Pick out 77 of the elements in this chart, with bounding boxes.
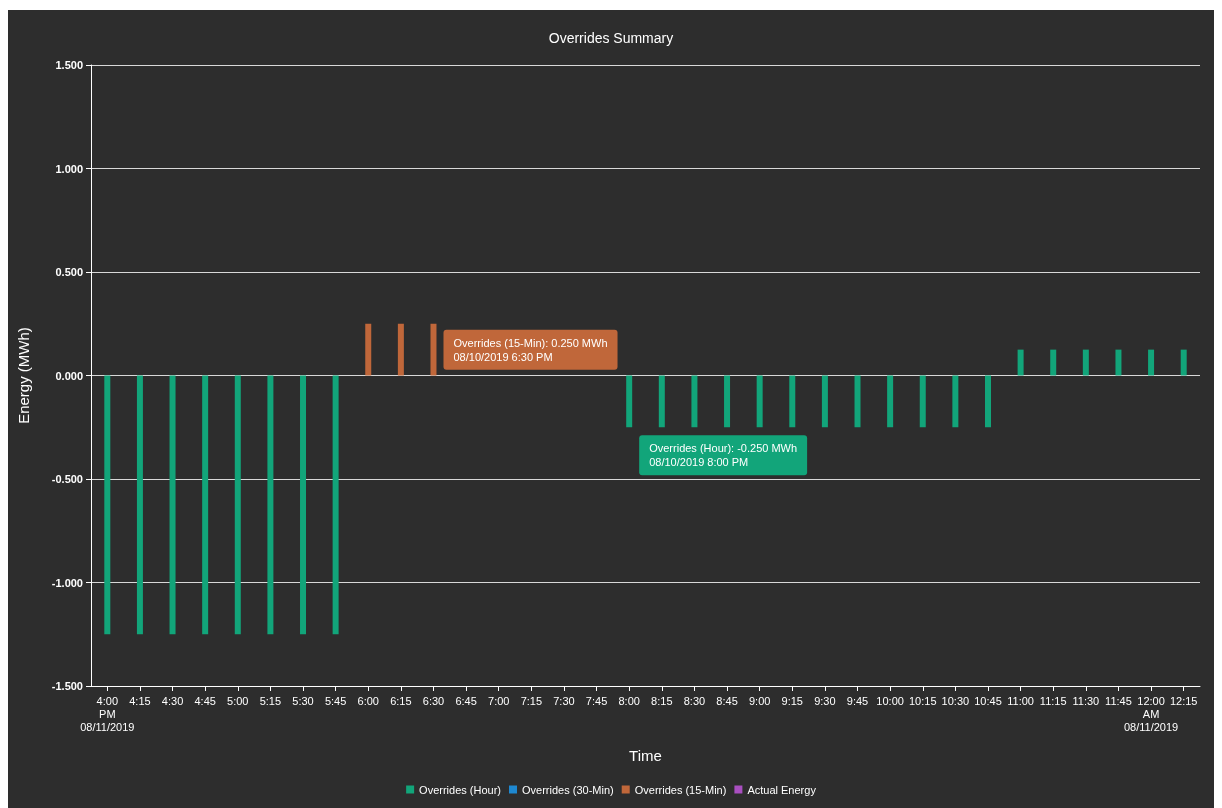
bar: [332, 375, 339, 635]
x-tick-label: 9:15: [781, 694, 803, 707]
y-axis-title: Energy (MWh): [15, 327, 32, 424]
bar: [365, 323, 372, 376]
y-tick-label: -1.000: [51, 576, 83, 589]
bar: [756, 375, 763, 428]
bar: [234, 375, 241, 635]
bar: [952, 375, 959, 428]
bar: [821, 375, 828, 428]
x-tick-label: 5:45: [324, 694, 347, 707]
x-tick-label: 10:15: [908, 694, 937, 707]
x-tick-label: 11:15: [1039, 694, 1067, 707]
x-tick-label: 11:30: [1072, 694, 1100, 707]
x-tick-label: 11:45: [1105, 694, 1132, 707]
x-tick-label: 5:00: [227, 694, 249, 707]
x-tick-label: 12:15: [1169, 694, 1198, 707]
x-tick-label: 11:00: [1007, 694, 1034, 707]
bar: [397, 323, 404, 376]
x-tick-label: 10:45: [974, 694, 1002, 707]
bar: [136, 375, 143, 635]
x-tick-label: 6:15: [390, 694, 412, 707]
x-tick-label: 9:30: [814, 694, 836, 707]
bar: [430, 323, 437, 376]
x-tick-label: 9:45: [846, 694, 869, 707]
y-tick-label: -1.500: [51, 680, 83, 692]
chart-title: Overrides Summary: [548, 30, 674, 46]
bar: [887, 375, 894, 428]
x-tick-label: 6:30: [422, 694, 445, 707]
bar: [626, 375, 633, 428]
y-tick-label: 1.000: [55, 162, 83, 175]
x-tick-label: 7:00: [488, 694, 510, 707]
y-tick-label: 0.500: [55, 266, 83, 278]
x-tick-label: 6:45: [455, 694, 477, 707]
bar: [691, 375, 698, 428]
x-tick-label: 8:15: [651, 694, 673, 707]
x-axis-title: Time: [629, 747, 662, 764]
bar: [1115, 349, 1122, 376]
x-tick-label: 10:30: [941, 694, 970, 707]
annotation: Overrides (Hour): -0.250 MWh 08/10/2019 8:00 PM: [649, 442, 798, 469]
bar: [724, 375, 731, 428]
y-tick-label: -0.500: [51, 473, 83, 485]
x-tick-label: 4:30: [161, 694, 184, 707]
bar: [202, 375, 209, 635]
x-tick-label: 10:00: [876, 694, 904, 707]
bar: [1148, 349, 1155, 376]
bar: [1180, 349, 1187, 376]
y-tick-label: 0.000: [55, 369, 83, 382]
x-tick-label: 7:15: [520, 694, 543, 707]
bar: [1050, 349, 1057, 376]
x-tick-label: 5:15: [259, 694, 282, 707]
x-tick-label: 7:30: [553, 694, 575, 707]
x-tick-label: 9:00: [748, 694, 771, 707]
bar: [919, 375, 926, 428]
legend-label: Overrides (30-Min): [522, 783, 614, 796]
bar: [854, 375, 861, 428]
annotation: Overrides (15-Min): 0.250 MWh 08/10/2019 6:30 PM: [453, 336, 608, 363]
x-tick-label: 7:45: [585, 694, 608, 707]
x-tick-label: 6:00: [357, 694, 379, 707]
y-tick-label: 1.500: [55, 59, 83, 71]
x-tick-label: 4:45: [194, 694, 216, 707]
legend-label: Overrides (Hour): [419, 783, 502, 796]
bar: [789, 375, 796, 428]
bar: [984, 375, 991, 428]
x-tick-label: 8:30: [683, 694, 706, 707]
x-tick-label: 8:00: [618, 694, 640, 707]
x-tick-label: 8:45: [716, 694, 738, 707]
bar: [300, 375, 307, 635]
x-tick-label: 4:15: [129, 694, 151, 707]
bar: [1017, 349, 1024, 376]
bar: [658, 375, 665, 428]
bar: [267, 375, 274, 635]
bar: [1082, 349, 1089, 376]
x-tick-label: 5:30: [292, 694, 314, 707]
bar: [169, 375, 176, 635]
bar: [104, 375, 111, 635]
legend-label: Actual Energy: [747, 783, 817, 796]
legend-label: Overrides (15-Min): [634, 783, 727, 796]
